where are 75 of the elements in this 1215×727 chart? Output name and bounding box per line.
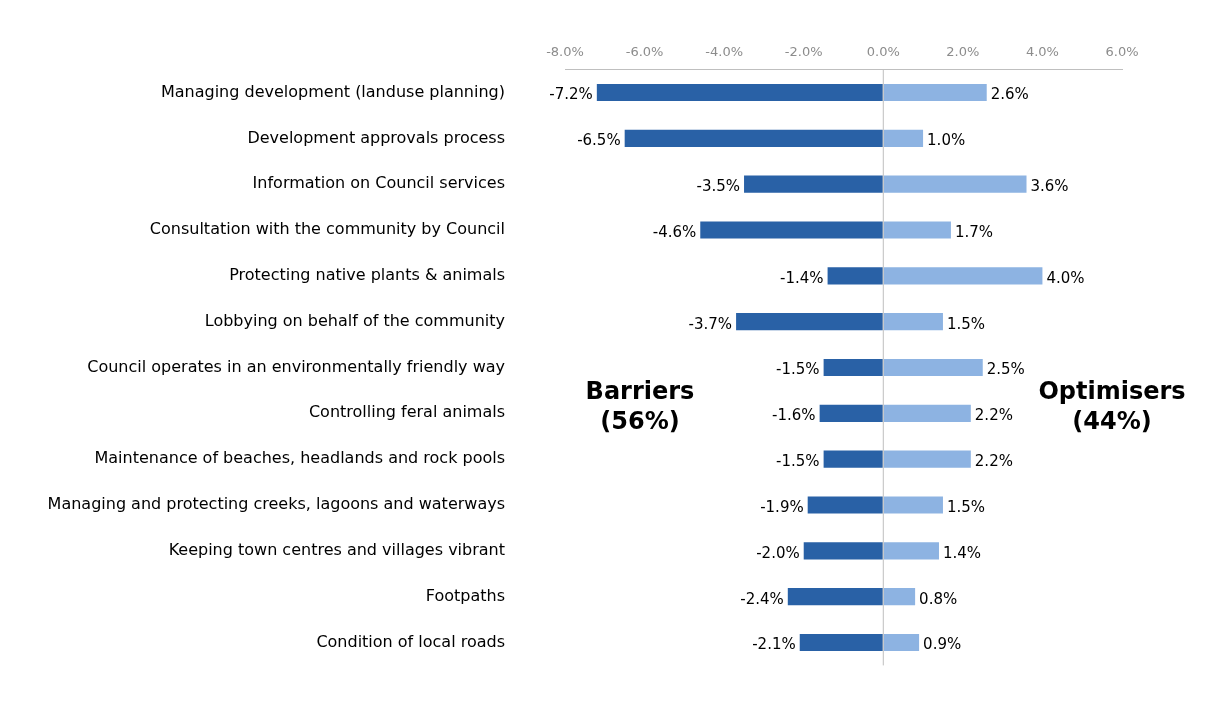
bar: [883, 496, 943, 514]
y-tick-label: Development approvals process: [247, 127, 505, 147]
data-label: -2.1%: [752, 635, 796, 654]
bar: [883, 175, 1027, 193]
bar: [883, 267, 1043, 285]
data-label: -6.5%: [577, 131, 621, 150]
x-tick-label: 0.0%: [866, 44, 900, 60]
y-tick-label: Consultation with the community by Council: [149, 219, 505, 239]
annotation: Optimisers (44%): [1038, 376, 1186, 435]
data-label: 2.5%: [986, 360, 1025, 379]
bar: [700, 221, 883, 239]
data-label: 2.2%: [974, 406, 1013, 425]
data-label: 3.6%: [1030, 177, 1069, 196]
bar: [883, 129, 924, 147]
data-label: -1.4%: [780, 268, 824, 287]
x-tick-label: -8.0%: [546, 44, 584, 60]
data-label: 1.4%: [942, 543, 982, 562]
data-label: 1.7%: [954, 222, 994, 241]
y-tick-label: Keeping town centres and villages vibrant: [168, 539, 505, 559]
y-tick-label: Condition of local roads: [316, 631, 505, 651]
bar: [799, 633, 883, 652]
bar: [803, 542, 883, 560]
bar: [787, 588, 883, 606]
data-label: 1.5%: [946, 497, 986, 516]
bar: [883, 83, 987, 102]
data-label: 0.9%: [923, 635, 962, 654]
annotation: Barriers (56%): [585, 376, 695, 435]
data-label: -1.5%: [776, 360, 820, 379]
data-label: 4.0%: [1046, 268, 1085, 287]
bar: [883, 313, 943, 331]
data-label: -2.4%: [740, 589, 784, 608]
bar: [596, 83, 883, 102]
y-tick-label: Protecting native plants & animals: [229, 264, 505, 284]
y-tick-label: Council operates in an environmentally friendly way: [87, 356, 505, 376]
data-label: -7.2%: [549, 85, 593, 104]
bar: [736, 313, 883, 331]
data-label: 1.5%: [946, 314, 986, 333]
bar: [819, 404, 883, 422]
x-tick-label: 4.0%: [1025, 44, 1059, 60]
bar: [883, 588, 916, 606]
data-label: -1.9%: [760, 497, 804, 516]
x-tick-label: -4.0%: [705, 44, 743, 60]
data-label: 0.8%: [919, 589, 958, 608]
data-label: -3.5%: [696, 177, 741, 196]
data-label: -4.6%: [652, 222, 697, 241]
data-label: -1.5%: [776, 452, 820, 471]
x-tick-label: -2.0%: [784, 44, 823, 60]
bar: [827, 267, 883, 285]
y-tick-label: Managing development (landuse planning): [160, 81, 505, 101]
data-label: 2.6%: [990, 85, 1029, 104]
bar: [883, 633, 920, 652]
data-label: -3.7%: [688, 314, 733, 333]
bar: [807, 496, 883, 514]
data-label: -1.6%: [772, 406, 816, 425]
bar: [823, 358, 883, 377]
bar: [883, 221, 951, 239]
data-label: 2.2%: [974, 452, 1013, 471]
y-tick-label: Maintenance of beaches, headlands and rock pools: [94, 448, 505, 468]
bar: [624, 129, 883, 147]
data-label: 1.0%: [927, 131, 966, 150]
x-tick-label: -6.0%: [625, 44, 664, 60]
data-label: -2.0%: [756, 543, 800, 562]
bar: [883, 404, 971, 422]
x-tick-label: 2.0%: [946, 44, 980, 60]
x-tick-label: 6.0%: [1105, 44, 1139, 60]
bar: [823, 450, 883, 468]
y-tick-label: Information on Council services: [252, 173, 505, 193]
bar: [883, 450, 971, 468]
bar: [883, 542, 939, 560]
y-tick-label: Lobbying on behalf of the community: [204, 310, 505, 330]
bar: [744, 175, 883, 193]
y-tick-label: Managing and protecting creeks, lagoons and waterways: [47, 494, 505, 514]
bar: [883, 358, 983, 377]
y-tick-label: Footpaths: [425, 585, 505, 605]
y-tick-label: Controlling feral animals: [308, 402, 505, 422]
